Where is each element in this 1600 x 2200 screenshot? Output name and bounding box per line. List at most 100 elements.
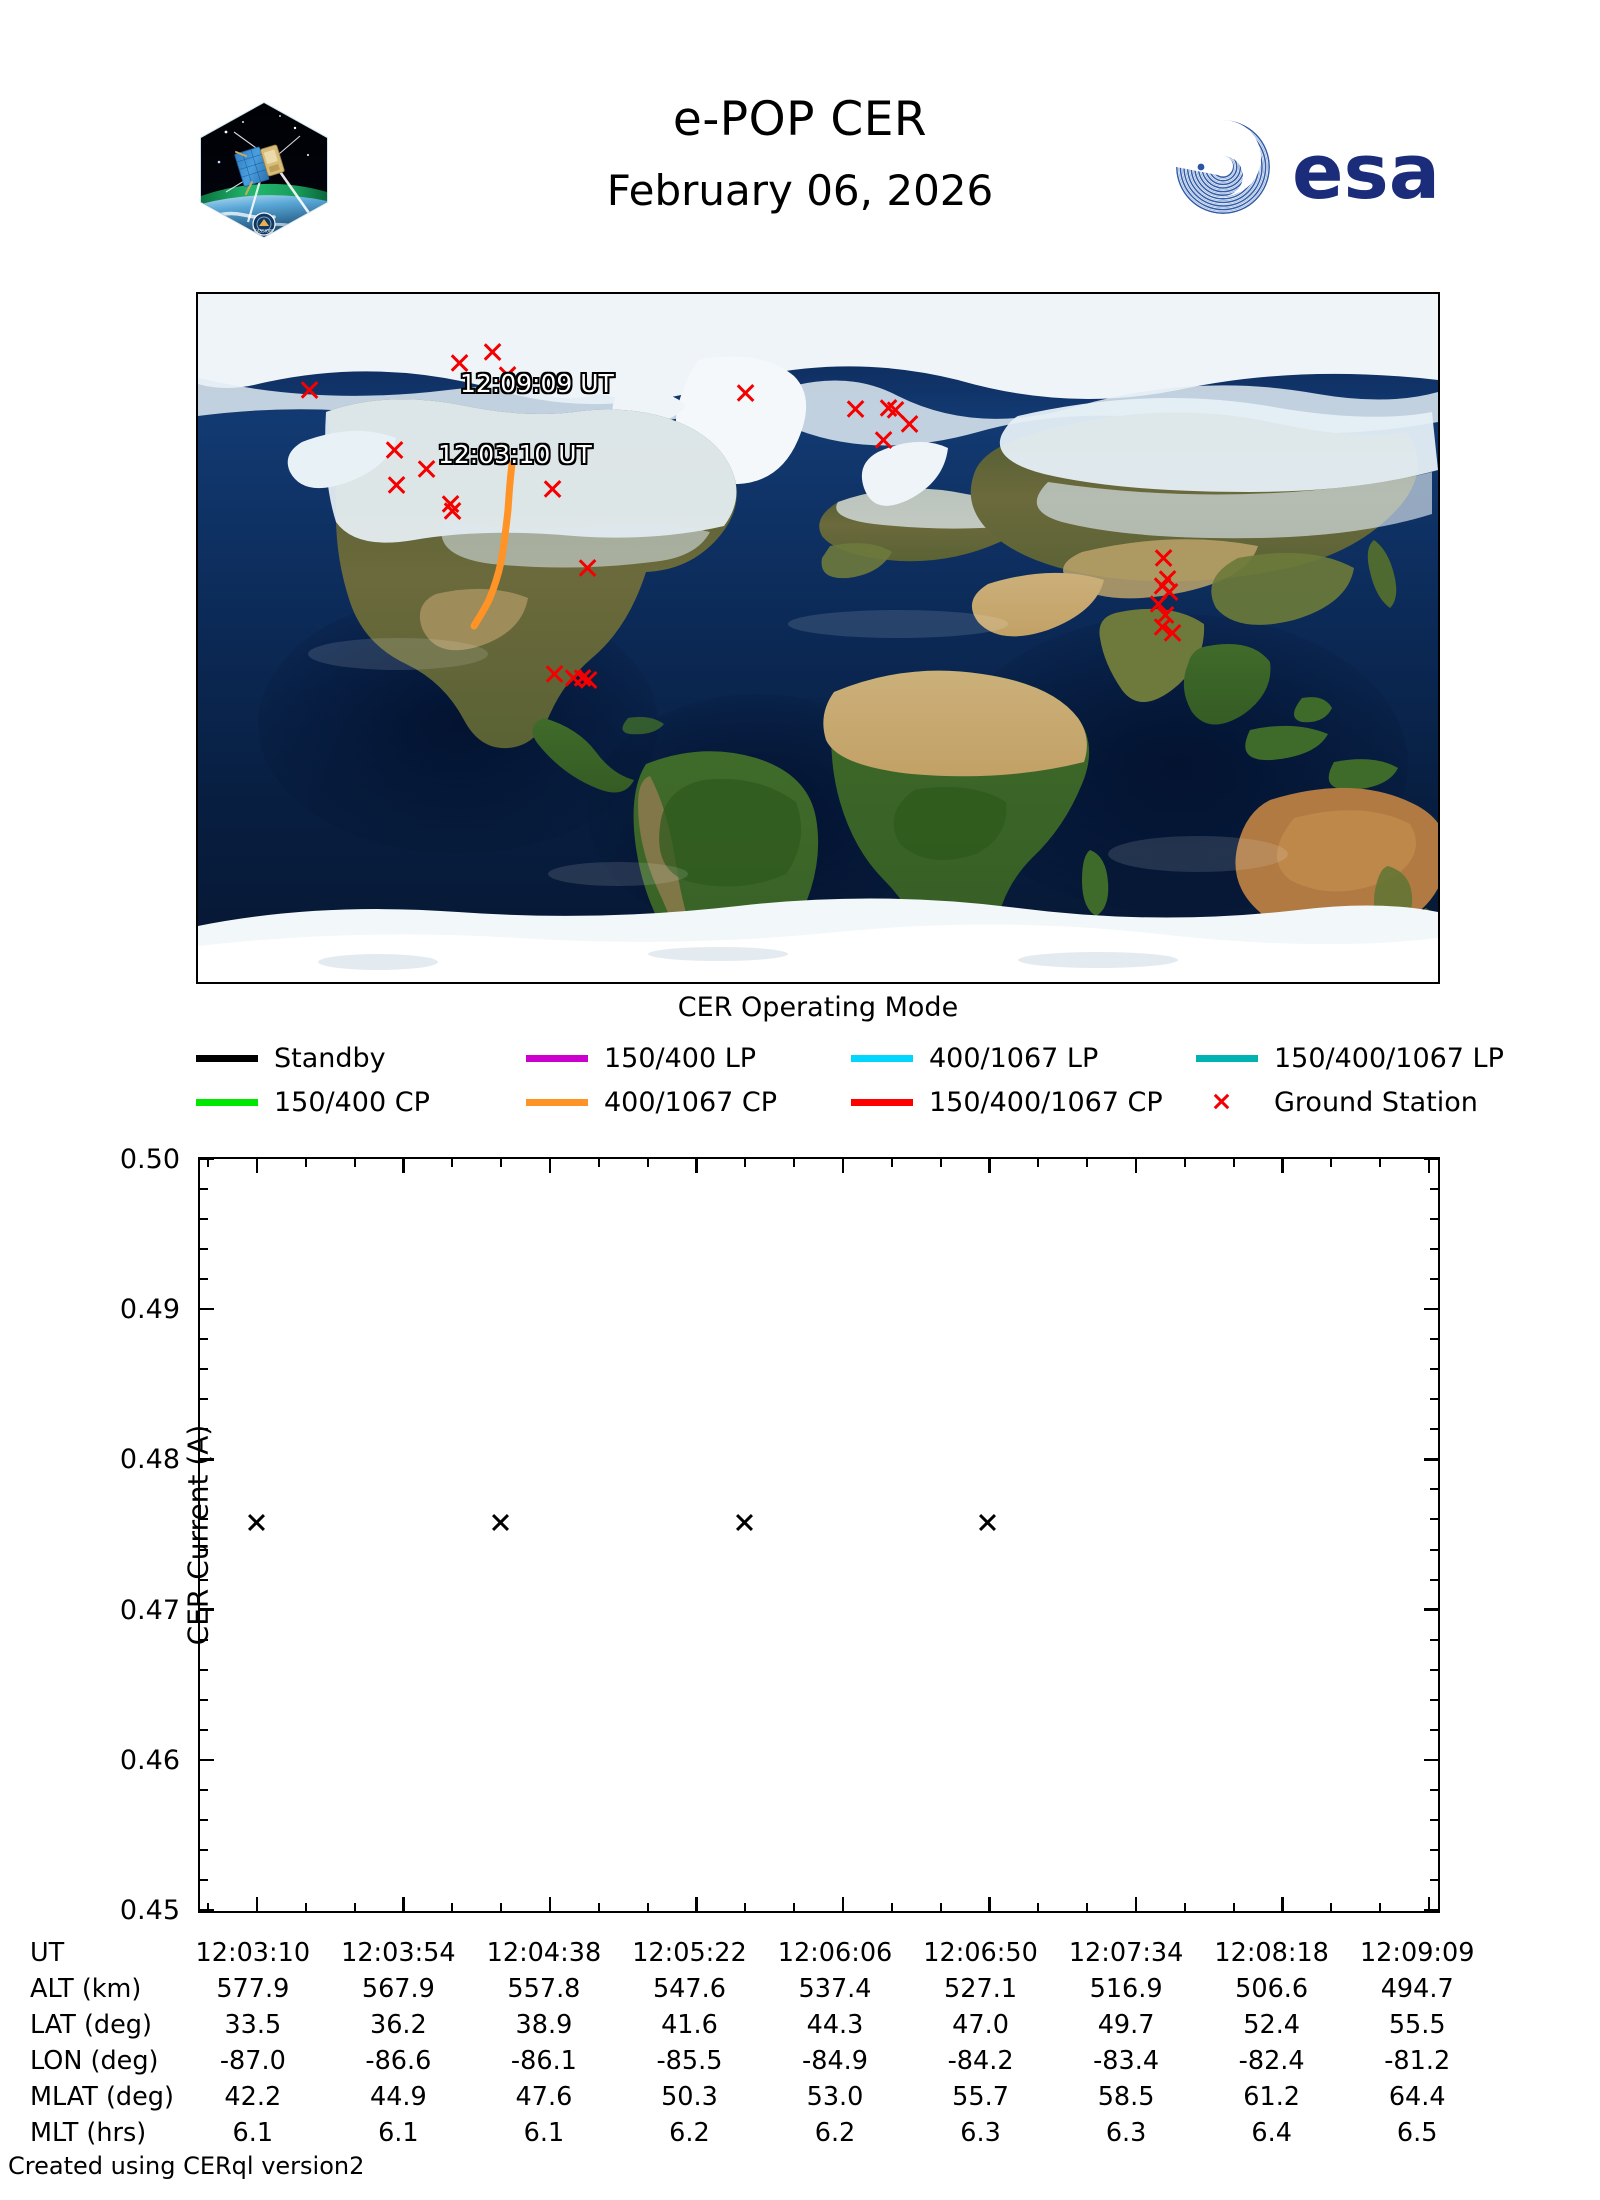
y-tick-minor-right (1430, 1188, 1438, 1191)
x-tick-minor-top (500, 1159, 503, 1167)
data-point-marker (734, 1512, 755, 1533)
y-tick-minor-right (1430, 1218, 1438, 1221)
page-title: e-POP CER (672, 92, 928, 147)
date-subtitle: February 06, 2026 (606, 166, 994, 216)
legend-line-swatch (526, 1099, 588, 1106)
table-cell: 47.0 (952, 2010, 1009, 2040)
map-caption: CER Operating Mode (677, 992, 959, 1023)
x-tick-major (1281, 1897, 1284, 1911)
x-tick-major (255, 1897, 259, 1911)
table-cell: 6.1 (232, 2118, 274, 2148)
legend-label: 150/400/1067 CP (929, 1087, 1163, 1118)
table-cell: 6.3 (1105, 2118, 1147, 2148)
legend-row: Standby 150/400 LP 400/1067 LP 150/400/1067… (196, 1040, 1504, 1078)
ephemeris-table: UT 12:03:10 12:03:54 12:04:38 12:05:22 12:06:… (30, 1935, 1570, 2151)
table-cell: 577.9 (216, 1974, 290, 2004)
table-cell: 6.2 (814, 2118, 856, 2148)
y-tick-minor-right (1430, 1518, 1438, 1521)
x-tick-major-top (841, 1159, 845, 1173)
table-cell: 38.9 (515, 2010, 573, 2040)
table-cell: -87.0 (219, 2046, 286, 2076)
data-point-marker (490, 1512, 511, 1533)
legend-label: Standby (274, 1043, 386, 1074)
cer-current-plot[interactable]: 0.50 0.49 0.48 0.47 0.46 0.45 CER Current (A) (120, 1146, 1440, 1924)
x-tick-minor-top (890, 1159, 893, 1167)
patch-wordmark: CASSIOPE (254, 229, 274, 234)
table-cell: 6.2 (669, 2118, 710, 2148)
y-tick-minor-right (1430, 1368, 1438, 1371)
x-tick-minor (500, 1903, 503, 1911)
x-tick-major-top (548, 1159, 552, 1173)
table-cell: 12:03:54 (341, 1938, 456, 1968)
table-row-label: MLT (hrs) (30, 2118, 147, 2148)
x-tick-major (841, 1897, 845, 1911)
table-cell: 53.0 (806, 2082, 864, 2112)
y-tick-label: 0.50 (119, 1144, 180, 1175)
x-tick-minor (304, 1903, 307, 1911)
x-tick-minor (451, 1903, 454, 1911)
x-tick-major (402, 1897, 405, 1911)
table-cell: 537.4 (798, 1974, 872, 2004)
table-cell: -81.2 (1384, 2046, 1451, 2076)
ephemeris-table-element: UT 12:03:10 12:03:54 12:04:38 12:05:22 12:06:… (30, 1935, 1490, 2151)
table-cell: 6.1 (523, 2118, 565, 2148)
y-tick-minor (200, 1248, 208, 1251)
x-tick-minor (793, 1903, 796, 1911)
table-row-label: ALT (km) (30, 1974, 142, 2004)
x-tick-minor-top (304, 1159, 307, 1167)
x-tick-minor (1232, 1903, 1235, 1911)
table-cell: 44.3 (806, 2010, 864, 2040)
x-tick-minor (597, 1903, 600, 1911)
table-row-label: LON (deg) (30, 2046, 159, 2076)
x-tick-minor (744, 1903, 747, 1911)
x-tick-minor-top (353, 1159, 356, 1167)
world-map-panel[interactable]: 12:09:09 UT 12:03:10 UT (196, 292, 1440, 984)
y-tick-minor (200, 1638, 208, 1641)
table-cell: 58.5 (1097, 2082, 1155, 2112)
table-cell: 50.3 (661, 2082, 718, 2112)
y-tick-minor (200, 1188, 208, 1191)
y-tick-major (200, 1307, 214, 1311)
table-cell: 516.9 (1089, 1974, 1163, 2004)
y-tick-label: 0.45 (119, 1895, 180, 1926)
y-tick-minor (200, 1488, 208, 1491)
x-tick-major-top (1427, 1159, 1431, 1173)
x-tick-major-top (1134, 1159, 1138, 1173)
x-tick-minor (1379, 1903, 1382, 1911)
x-tick-minor-top (1086, 1159, 1089, 1167)
table-cell: 52.4 (1243, 2010, 1301, 2040)
y-tick-minor-right (1430, 1548, 1438, 1551)
y-tick-minor-right (1430, 1818, 1438, 1821)
x-tick-major-top (695, 1159, 698, 1173)
y-tick-minor-right (1430, 1788, 1438, 1791)
x-tick-minor-top (1037, 1159, 1040, 1167)
y-tick-major-right (1424, 1307, 1438, 1311)
x-tick-major-top (1281, 1159, 1284, 1173)
x-tick-minor (646, 1903, 649, 1911)
legend-x-marker-icon (1212, 1092, 1231, 1111)
x-tick-minor-top (207, 1159, 210, 1167)
y-tick-minor (200, 1548, 208, 1551)
x-tick-major-top (988, 1159, 991, 1173)
legend-label: 150/400 CP (274, 1087, 430, 1118)
y-tick-minor (200, 1428, 208, 1431)
legend-line-swatch (526, 1055, 588, 1062)
x-tick-minor (939, 1903, 942, 1911)
table-cell: 61.2 (1243, 2082, 1301, 2112)
y-tick-minor-right (1430, 1848, 1438, 1851)
table-cell: 36.2 (369, 2010, 427, 2040)
x-tick-minor-top (744, 1159, 747, 1167)
x-tick-major (695, 1897, 698, 1911)
table-cell: 557.8 (507, 1974, 581, 2004)
table-row: MLAT (deg) 42.2 44.9 47.6 50.3 53.0 55.7 58.5 61… (30, 2079, 1490, 2115)
y-tick-minor (200, 1218, 208, 1221)
table-cell: -85.5 (656, 2046, 723, 2076)
x-tick-minor-top (1183, 1159, 1186, 1167)
y-tick-minor-right (1430, 1728, 1438, 1731)
table-cell: 49.7 (1097, 2010, 1155, 2040)
table-cell: -84.9 (802, 2046, 868, 2076)
x-tick-major (1427, 1897, 1431, 1911)
legend-label: 400/1067 CP (604, 1087, 778, 1118)
table-row: LON (deg) -87.0 -86.6 -86.1 -85.5 -84.9 -84.2 -… (30, 2043, 1490, 2079)
cassiope-mission-patch-icon: CASSIOPE (200, 101, 328, 239)
